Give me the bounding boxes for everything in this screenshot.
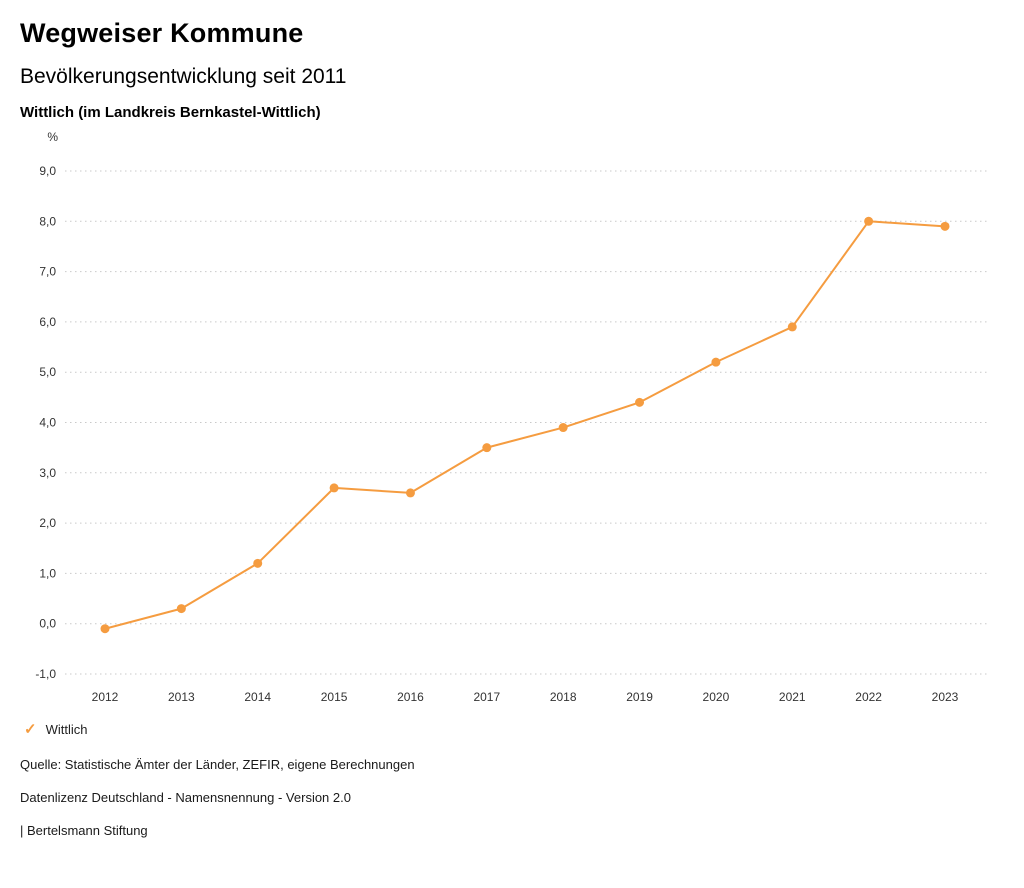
- x-tick-label: 2014: [244, 690, 271, 704]
- data-point[interactable]: [711, 357, 721, 367]
- data-point[interactable]: [940, 221, 950, 231]
- y-tick-label: 7,0: [39, 265, 56, 279]
- y-tick-label: 0,0: [39, 617, 56, 631]
- legend-label: Wittlich: [45, 722, 88, 737]
- x-tick-label: 2023: [932, 690, 959, 704]
- x-tick-label: 2020: [703, 690, 730, 704]
- y-tick-label: 4,0: [39, 416, 56, 430]
- chart-footer: Quelle: Statistische Ämter der Länder, Z…: [0, 737, 1024, 838]
- x-tick-label: 2018: [550, 690, 577, 704]
- y-tick-label: 5,0: [39, 365, 56, 379]
- x-tick-label: 2019: [626, 690, 653, 704]
- data-point[interactable]: [405, 488, 415, 498]
- y-tick-label: 8,0: [39, 214, 56, 228]
- x-tick-label: 2015: [321, 690, 348, 704]
- chart-header: Wegweiser Kommune Bevölkerungsentwicklun…: [0, 0, 1024, 121]
- data-point[interactable]: [864, 216, 874, 226]
- data-point[interactable]: [329, 483, 339, 493]
- chart-canvas: % 9,0 8,0 7,0 6,0 5,0 4,0 3,0 2,0 1,0 0,0 -1,0 2012 2…: [35, 130, 990, 704]
- x-tick-label: 2016: [397, 690, 424, 704]
- publisher-text: | Bertelsmann Stiftung: [20, 823, 148, 838]
- data-point[interactable]: [100, 624, 110, 634]
- chart-subtitle-location: Wittlich (im Landkreis Bernkastel-Wittli…: [20, 104, 321, 121]
- x-tick-label: 2013: [168, 690, 195, 704]
- data-point[interactable]: [558, 423, 568, 433]
- source-text: Quelle: Statistische Ämter der Länder, Z…: [20, 757, 415, 772]
- x-tick-label: 2021: [779, 690, 806, 704]
- x-tick-label: 2022: [855, 690, 882, 704]
- y-tick-label: 9,0: [39, 164, 56, 178]
- x-tick-label: 2017: [473, 690, 500, 704]
- data-point[interactable]: [635, 397, 645, 407]
- data-point[interactable]: [787, 322, 797, 332]
- data-point[interactable]: [176, 604, 186, 614]
- legend-item-wittlich[interactable]: ✓ Wittlich: [0, 722, 1024, 737]
- y-tick-label: -1,0: [35, 667, 56, 681]
- series-line: [104, 220, 946, 630]
- y-axis-unit-label: %: [47, 130, 58, 144]
- license-text: Datenlizenz Deutschland - Namensnennung …: [20, 790, 351, 805]
- y-tick-label: 6,0: [39, 315, 56, 329]
- legend-check-icon: ✓: [24, 721, 37, 738]
- y-tick-label: 2,0: [39, 516, 56, 530]
- page-title: Wegweiser Kommune: [20, 18, 304, 48]
- line-chart: % 9,0 8,0 7,0 6,0 5,0 4,0 3,0 2,0 1,0 0,0 -1,0 2012 2…: [0, 123, 1024, 718]
- chart-title: Bevölkerungsentwicklung seit 2011: [20, 65, 347, 88]
- data-point[interactable]: [253, 558, 263, 568]
- x-tick-label: 2012: [92, 690, 119, 704]
- y-tick-label: 1,0: [39, 566, 56, 580]
- data-point[interactable]: [482, 443, 492, 453]
- y-tick-label: 3,0: [39, 466, 56, 480]
